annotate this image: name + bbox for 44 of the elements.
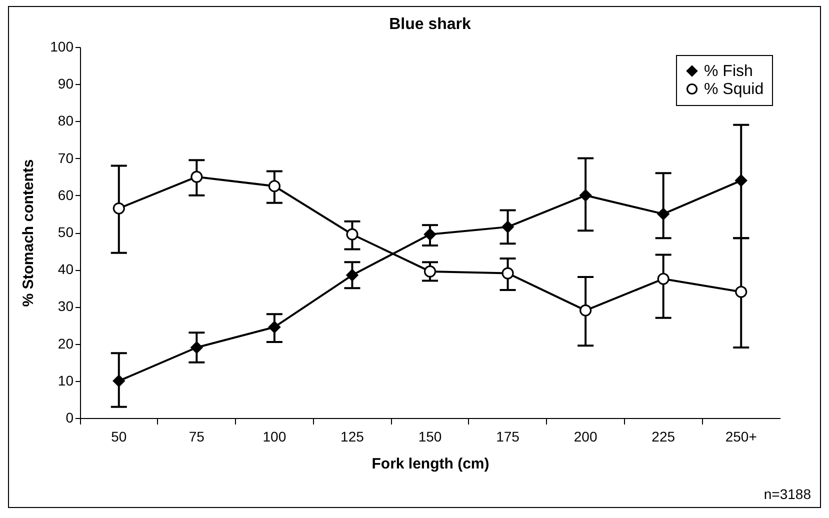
- point: [424, 228, 436, 240]
- text: n=3188: [764, 486, 811, 502]
- point: [735, 174, 748, 187]
- point: [112, 374, 125, 387]
- y-tick-label: 70: [58, 150, 74, 166]
- y-tick-label: 20: [58, 335, 74, 352]
- point: [190, 341, 203, 354]
- point: [346, 228, 358, 240]
- y-tick-label: 60: [58, 186, 74, 203]
- point: [502, 220, 514, 233]
- point: [268, 180, 280, 192]
- y-tick-label: 0: [66, 410, 74, 426]
- chart-title: Blue shark: [389, 16, 472, 33]
- point: [424, 265, 436, 278]
- x-tick-label: 125: [340, 428, 364, 444]
- point: [580, 189, 592, 202]
- x-tick-label: 75: [188, 428, 205, 444]
- y-tick-label: 50: [58, 224, 74, 240]
- x-tick-label: 150: [418, 428, 442, 444]
- x-tick-label: 50: [111, 428, 127, 444]
- point: [190, 170, 203, 183]
- y-tick-label: 40: [58, 261, 74, 278]
- x-tick-label: 250+: [725, 428, 757, 444]
- point: [657, 208, 670, 220]
- point: [112, 202, 125, 214]
- x-axis-title: Fork length (cm): [372, 456, 490, 472]
- legend-label: % Fish: [704, 63, 753, 80]
- x-tick-label: 100: [262, 428, 286, 444]
- y-tick-label: 10: [58, 372, 74, 388]
- x-tick-label: 175: [496, 428, 520, 444]
- point: [735, 286, 748, 298]
- point: [268, 321, 280, 334]
- point: [657, 272, 670, 285]
- y-tick-label: 80: [58, 112, 74, 129]
- point: [346, 269, 358, 282]
- point: [580, 304, 592, 316]
- y-tick-label: 100: [50, 38, 74, 54]
- y-tick-label: 90: [58, 76, 74, 92]
- x-tick-label: 200: [574, 428, 598, 444]
- legend-label: % Squid: [704, 81, 764, 98]
- x-tick-label: 225: [652, 428, 676, 444]
- y-tick-label: 30: [58, 298, 74, 314]
- point: [502, 267, 514, 280]
- y-axis-title: % Stomach contents: [20, 159, 38, 307]
